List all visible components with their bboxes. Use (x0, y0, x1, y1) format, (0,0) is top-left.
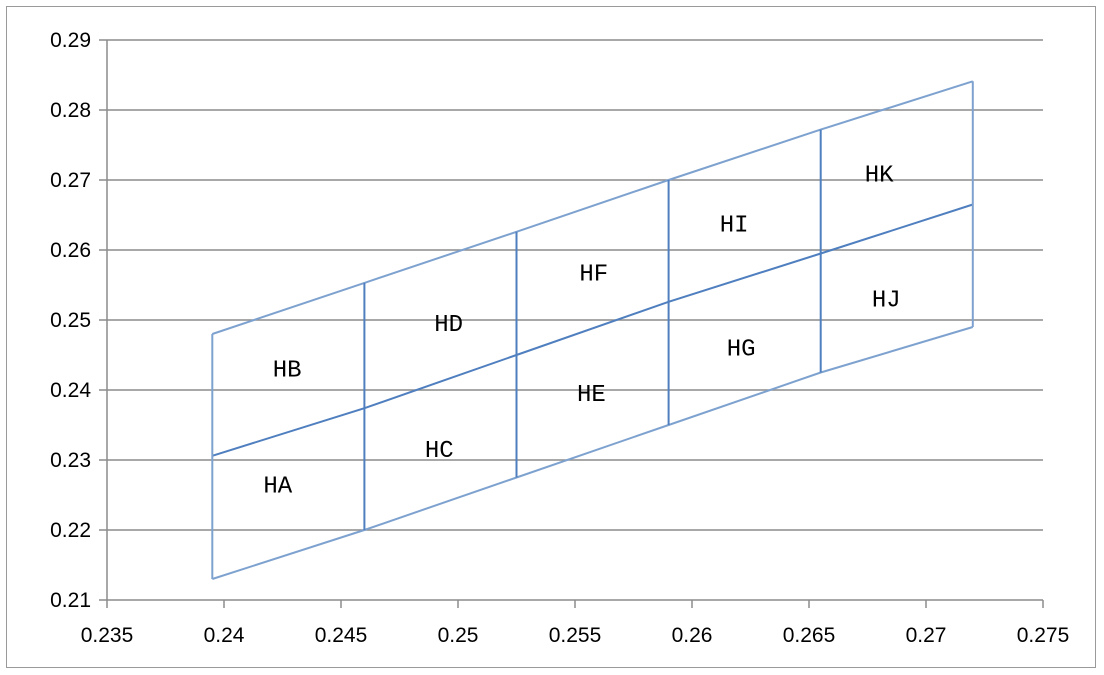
x-tick-label: 0.275 (1017, 624, 1070, 647)
grid-layer (99, 39, 1043, 601)
region-label-hd: HD (434, 312, 463, 339)
x-tick-label: 0.235 (81, 624, 134, 647)
chart-frame (6, 6, 1096, 668)
region-label-hg: HG (727, 336, 756, 363)
region-label-hk: HK (865, 163, 894, 190)
label-layer: 0.21 0.22 0.23 0.24 0.25 0.26 0.27 0.28 0.29 0.23… (50, 29, 1069, 647)
y-tick-label: 0.22 (50, 519, 91, 542)
x-tick-label: 0.26 (672, 624, 713, 647)
region-label-hj: HJ (872, 287, 901, 314)
x-tick-label: 0.25 (438, 624, 479, 647)
x-tick-label: 0.255 (549, 624, 602, 647)
x-tick-label: 0.24 (204, 624, 245, 647)
y-tick-label: 0.21 (50, 589, 91, 612)
region-label-hc: HC (425, 438, 454, 465)
y-tick-label: 0.27 (50, 169, 91, 192)
region-label-ha: HA (263, 474, 292, 501)
y-tick-label: 0.24 (50, 379, 91, 402)
x-tick-label: 0.245 (315, 624, 368, 647)
lower-boundary-line (211, 326, 974, 580)
region-label-hi: HI (720, 212, 749, 239)
y-tick-label: 0.29 (50, 29, 91, 52)
y-tick-label: 0.28 (50, 99, 91, 122)
region-label-he: HE (577, 382, 606, 409)
x-tick-label: 0.27 (906, 624, 947, 647)
region-label-hf: HF (579, 261, 608, 288)
shape-layer (211, 80, 974, 580)
y-tick-label: 0.26 (50, 239, 91, 262)
x-tick-label: 0.265 (783, 624, 836, 647)
y-tick-label: 0.25 (50, 309, 91, 332)
axis-layer (106, 40, 1044, 608)
y-tick-label: 0.23 (50, 449, 91, 472)
upper-boundary-line (211, 80, 974, 335)
middle-divider-line (212, 203, 974, 457)
region-label-hb: HB (273, 357, 302, 384)
